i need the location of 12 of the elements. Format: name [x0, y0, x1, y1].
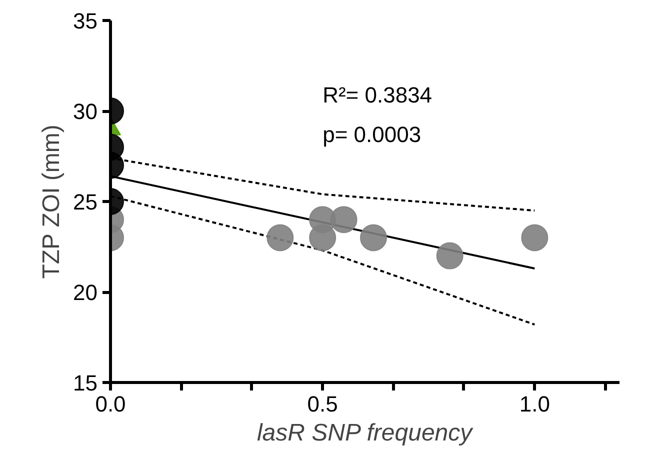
x-axis-title: lasR SNP frequency — [256, 420, 474, 446]
annotation: p= 0.0003 — [322, 122, 422, 148]
y-tick-label: 20 — [73, 280, 98, 305]
x-tick-label: 1.0 — [519, 392, 550, 416]
y-tick-label: 25 — [73, 190, 98, 214]
annotation: R²= 0.3834 — [322, 82, 432, 108]
y-tick-label: 30 — [73, 99, 98, 124]
y-tick-label: 35 — [73, 8, 98, 34]
y-axis-title: TZP ZOI (mm) — [38, 124, 66, 279]
x-tick-label: 0.0 — [95, 392, 126, 416]
y-tick-label: 15 — [73, 370, 98, 396]
x-tick-label: 0.5 — [307, 392, 338, 416]
